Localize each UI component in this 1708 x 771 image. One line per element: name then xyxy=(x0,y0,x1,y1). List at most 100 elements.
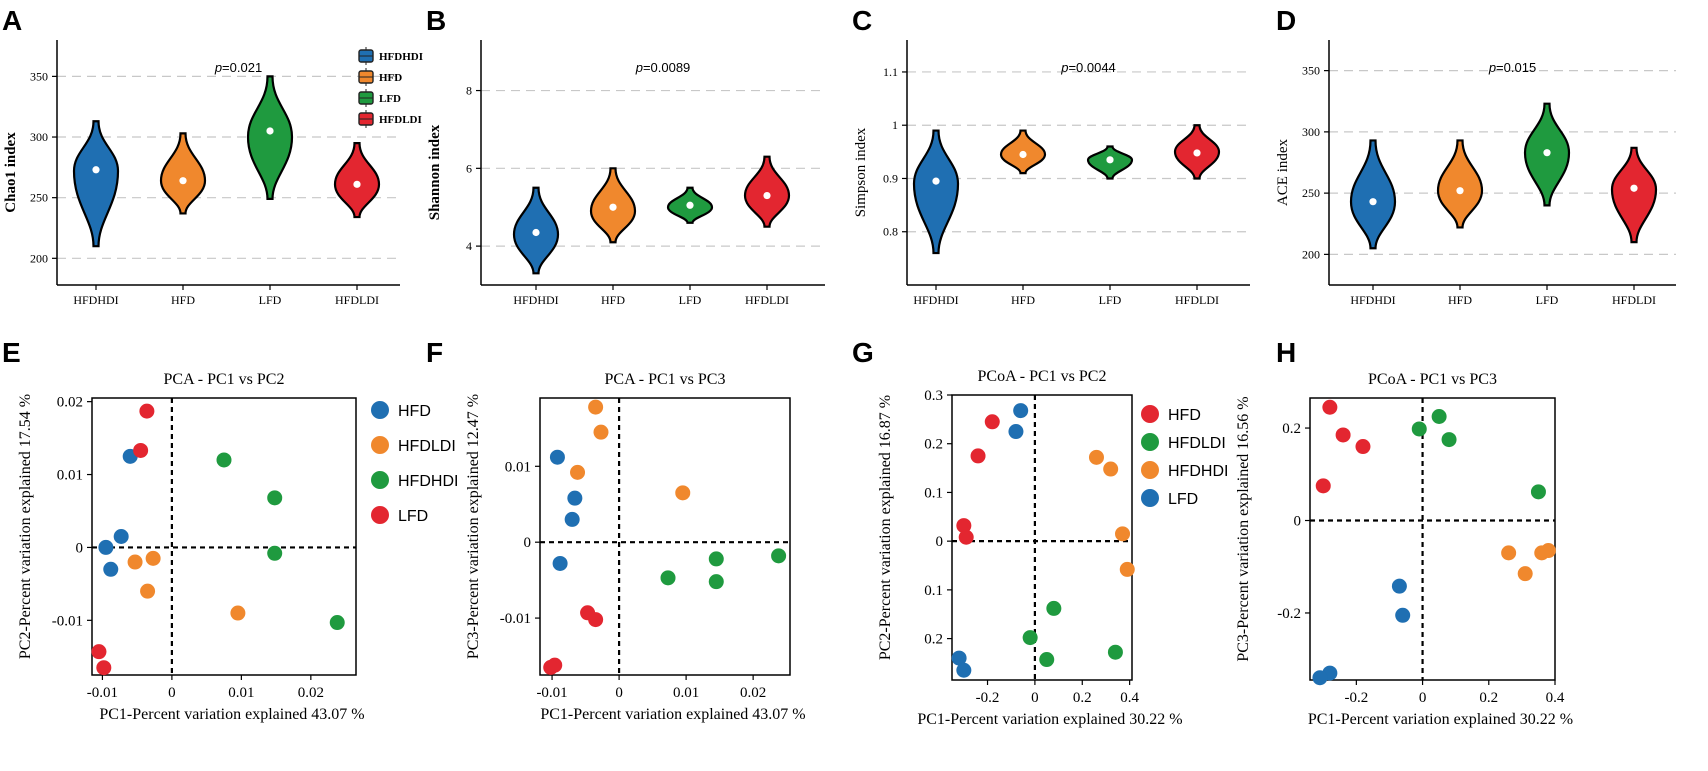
x-tick-label: 0 xyxy=(1419,690,1427,706)
point-hfd xyxy=(567,490,583,506)
point-hfdldi xyxy=(140,583,156,599)
point-hfd xyxy=(958,529,974,545)
violin-hfd xyxy=(1436,139,1484,229)
point-lfd xyxy=(1312,670,1328,686)
panel-letter-h: H xyxy=(1276,337,1296,368)
x-tick-label-hfd: HFD xyxy=(601,293,625,307)
y-axis-label: ACE index xyxy=(1275,138,1291,206)
point-hfdhdi xyxy=(1540,543,1556,559)
point-hfd xyxy=(1355,439,1371,455)
point-hfd xyxy=(984,414,1000,430)
legend-label-hfdhdi: HFDHDI xyxy=(379,51,423,63)
panel-letter-a: A xyxy=(2,5,22,36)
legend-label-hfdldi: HFDLDI xyxy=(1168,435,1226,452)
y-axis-label: PC2-Percent variation explained 17.54 % xyxy=(17,394,34,659)
scatter-chart-f: PCA - PC1 vs PC3 -0.01 0 0.01 0.02 -0.01 0 0.01… xyxy=(465,371,806,723)
violin-hfdhdi xyxy=(72,120,120,248)
point-hfdhdi xyxy=(1115,526,1131,542)
point-hfdldi xyxy=(1107,644,1123,660)
violin-hfdhdi xyxy=(912,129,960,255)
y-tick-label: 0.1 xyxy=(924,485,943,501)
legend-label-hfd: HFD xyxy=(1168,407,1201,424)
x-tick-label: 0 xyxy=(1031,690,1039,706)
point-lfd xyxy=(951,650,967,666)
chart-title: PCoA - PC1 vs PC2 xyxy=(978,368,1107,385)
mean-point-hfdldi xyxy=(763,191,771,200)
scatter-chart-g: PCoA - PC1 vs PC2 -0.2 0 0.2 0.4 0.2 0.1 0 0.1 0.… xyxy=(877,368,1228,728)
point-lfd xyxy=(588,612,604,628)
chart-title: PCoA - PC1 vs PC3 xyxy=(1368,371,1497,388)
point-hfdhdi xyxy=(329,615,345,631)
panel-letter-g: G xyxy=(852,337,874,368)
y-tick-label: 0 xyxy=(1294,514,1302,530)
violin-hfdldi xyxy=(1610,146,1658,244)
legend-marker-hfdldi xyxy=(371,436,389,454)
chart-title: PCA - PC1 vs PC3 xyxy=(605,371,726,388)
y-tick-label: 0 xyxy=(76,540,84,556)
mean-point-lfd xyxy=(686,201,694,209)
point-hfdhdi xyxy=(1501,545,1517,561)
x-tick-label-hfdldi: HFDLDI xyxy=(745,293,789,307)
y-tick-label: 250 xyxy=(30,191,48,205)
p-symbol: p xyxy=(1488,60,1496,75)
x-axis-label: PC1-Percent variation explained 43.07 % xyxy=(540,706,805,723)
panel-letter-f: F xyxy=(426,337,443,368)
point-lfd xyxy=(91,644,107,660)
scatter-chart-h: PCoA - PC1 vs PC3 -0.2 0 0.2 0.4 -0.2 0 0.2 PC1-… xyxy=(1235,371,1573,728)
x-tick-label-lfd: LFD xyxy=(679,293,702,307)
y-tick-label: 250 xyxy=(1302,186,1320,200)
x-tick-label: 0.02 xyxy=(298,685,324,701)
y-axis-label: PC3-Percent variation explained 16.56 % xyxy=(1235,396,1252,661)
point-hfd xyxy=(956,518,972,534)
point-lfd xyxy=(956,662,972,678)
legend-marker-hfdhdi xyxy=(371,471,389,489)
y-axis-label: PC3-Percent variation explained 12.47 % xyxy=(465,394,482,659)
legend: HFDHDI HFD LFD HFDLDI xyxy=(358,47,423,128)
mean-point-hfd xyxy=(609,203,617,211)
y-tick-label: 6 xyxy=(466,161,472,175)
point-hfdldi xyxy=(145,550,161,566)
point-hfdhdi xyxy=(708,551,724,567)
point-lfd xyxy=(133,442,149,458)
x-tick-label-hfdhdi: HFDHDI xyxy=(913,293,958,307)
y-tick-label: 300 xyxy=(1302,125,1320,139)
y-tick-label: 0.8 xyxy=(883,225,898,239)
y-tick-label: 200 xyxy=(30,251,48,265)
x-tick-label-hfd: HFD xyxy=(1448,293,1472,307)
x-tick-label: -0.01 xyxy=(87,685,118,701)
legend-marker-hfdldi xyxy=(1141,433,1159,451)
y-axis-label: Shannon index xyxy=(427,124,443,220)
y-tick-label: 0.02 xyxy=(57,395,83,411)
p-value-label: p=0.021 xyxy=(214,60,262,75)
point-lfd xyxy=(1391,578,1407,594)
p-symbol: p xyxy=(1060,60,1068,75)
point-hfdldi xyxy=(588,399,604,415)
x-tick-label: -0.2 xyxy=(976,690,1000,706)
point-hfd xyxy=(98,539,114,555)
x-tick-label: 0.4 xyxy=(1120,690,1139,706)
legend-marker-hfd xyxy=(371,401,389,419)
x-axis-label: PC1-Percent variation explained 43.07 % xyxy=(99,706,364,723)
point-lfd xyxy=(139,403,155,419)
mean-point-hfdldi xyxy=(353,180,361,188)
point-hfd xyxy=(1322,399,1338,415)
legend-label-hfd: HFD xyxy=(398,403,431,420)
point-hfdldi xyxy=(1022,630,1038,646)
y-tick-label: 350 xyxy=(30,69,48,83)
x-tick-label: 0 xyxy=(615,685,623,701)
legend-label-hfdldi: HFDLDI xyxy=(379,114,422,126)
p-number: =0.021 xyxy=(222,60,262,75)
mean-point-hfd xyxy=(1019,150,1027,159)
y-tick-label: 4 xyxy=(466,239,472,253)
x-tick-label-hfd: HFD xyxy=(1011,293,1035,307)
y-tick-label: -0.01 xyxy=(500,611,531,627)
plot-frame xyxy=(1309,397,1556,681)
point-hfdldi xyxy=(230,605,246,621)
violin-hfdhdi xyxy=(1349,139,1397,250)
point-hfdhdi xyxy=(267,490,283,506)
point-hfdldi xyxy=(570,464,586,480)
y-axis-label: PC2-Percent variation explained 16.87 % xyxy=(877,395,894,660)
x-tick-label-lfd: LFD xyxy=(1536,293,1559,307)
